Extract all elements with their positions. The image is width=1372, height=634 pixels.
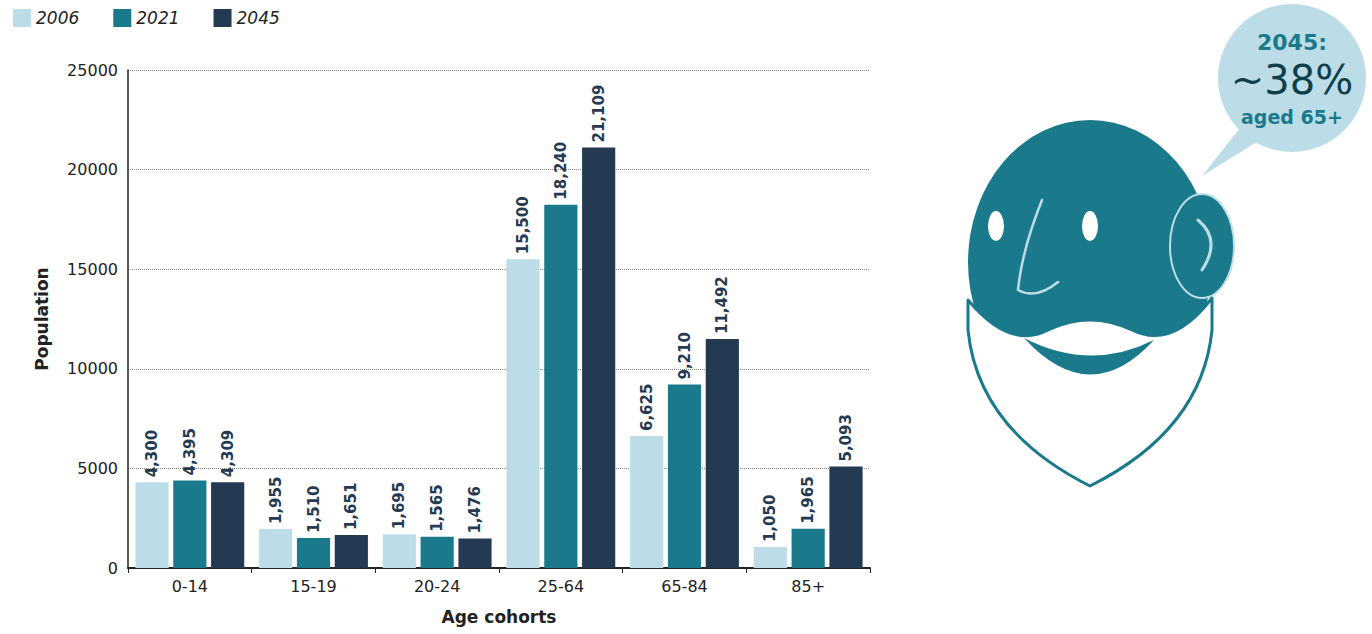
svg-text:~38%: ~38% [1231, 57, 1353, 103]
svg-text:21,109: 21,109 [590, 85, 608, 143]
svg-text:4,309: 4,309 [219, 430, 237, 477]
svg-text:20-24: 20-24 [414, 577, 461, 596]
svg-text:85+: 85+ [791, 577, 825, 596]
svg-text:15,500: 15,500 [514, 196, 532, 254]
svg-text:6,625: 6,625 [638, 384, 656, 431]
svg-text:11,492: 11,492 [713, 276, 731, 334]
svg-text:Age cohorts: Age cohorts [442, 607, 557, 627]
svg-text:18,240: 18,240 [552, 142, 570, 200]
svg-text:15000: 15000 [67, 260, 118, 279]
svg-text:65-84: 65-84 [661, 577, 708, 596]
svg-text:Population: Population [32, 267, 52, 370]
svg-text:0-14: 0-14 [172, 577, 208, 596]
svg-text:5,093: 5,093 [837, 414, 855, 461]
svg-text:25-64: 25-64 [538, 577, 585, 596]
svg-text:4,300: 4,300 [143, 430, 161, 477]
svg-text:1,955: 1,955 [267, 477, 285, 524]
svg-text:25000: 25000 [67, 61, 118, 80]
svg-text:1,476: 1,476 [466, 486, 484, 533]
svg-text:10000: 10000 [67, 359, 118, 378]
svg-text:1,050: 1,050 [761, 495, 779, 542]
svg-text:1,510: 1,510 [305, 485, 323, 532]
svg-text:2006: 2006 [36, 8, 79, 28]
svg-text:1,565: 1,565 [428, 484, 446, 531]
svg-text:2021: 2021 [136, 8, 179, 28]
svg-text:2045: 2045 [237, 8, 280, 28]
svg-text:9,210: 9,210 [676, 332, 694, 379]
svg-text:1,965: 1,965 [799, 476, 817, 523]
svg-text:5000: 5000 [77, 459, 118, 478]
svg-text:4,395: 4,395 [181, 428, 199, 475]
svg-text:1,651: 1,651 [342, 483, 360, 530]
svg-text:15-19: 15-19 [290, 577, 337, 596]
svg-text:20000: 20000 [67, 160, 118, 179]
svg-text:1,695: 1,695 [390, 482, 408, 529]
svg-text:0: 0 [108, 559, 118, 578]
svg-text:aged 65+: aged 65+ [1241, 106, 1343, 128]
svg-text:2045:: 2045: [1257, 30, 1327, 55]
